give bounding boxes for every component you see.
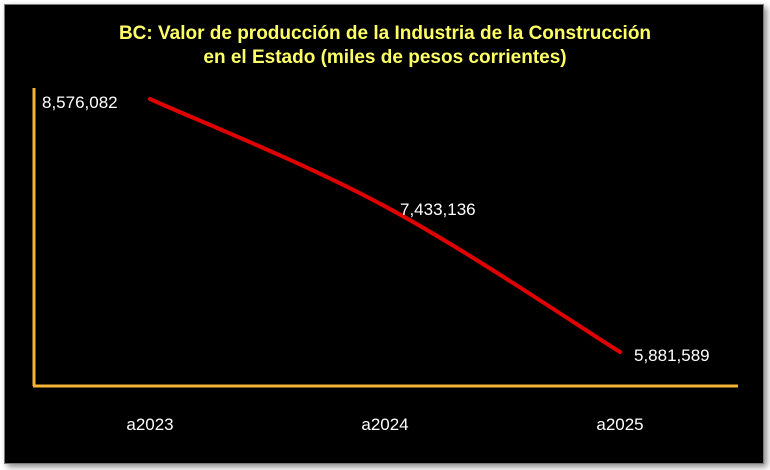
data-label-a2025: 5,881,589 [634, 346, 710, 365]
chart-title: BC: Valor de producción de la Industria … [0, 22, 770, 70]
x-tick-labels: a2023 a2024 a2025 [126, 415, 643, 434]
chart-title-line-1: BC: Valor de producción de la Industria … [118, 23, 652, 44]
data-label-a2023: 8,576,082 [42, 93, 118, 112]
data-label-a2024: 7,433,136 [400, 200, 476, 219]
x-tick-label-a2025: a2025 [596, 415, 643, 434]
data-labels: 8,576,082 7,433,136 5,881,589 [42, 93, 710, 365]
series-line [148, 97, 622, 354]
x-tick-label-a2023: a2023 [126, 415, 173, 434]
chart-title-line-2: en el Estado (miles de pesos corrientes) [203, 47, 567, 68]
x-tick-label-a2024: a2024 [361, 415, 408, 434]
